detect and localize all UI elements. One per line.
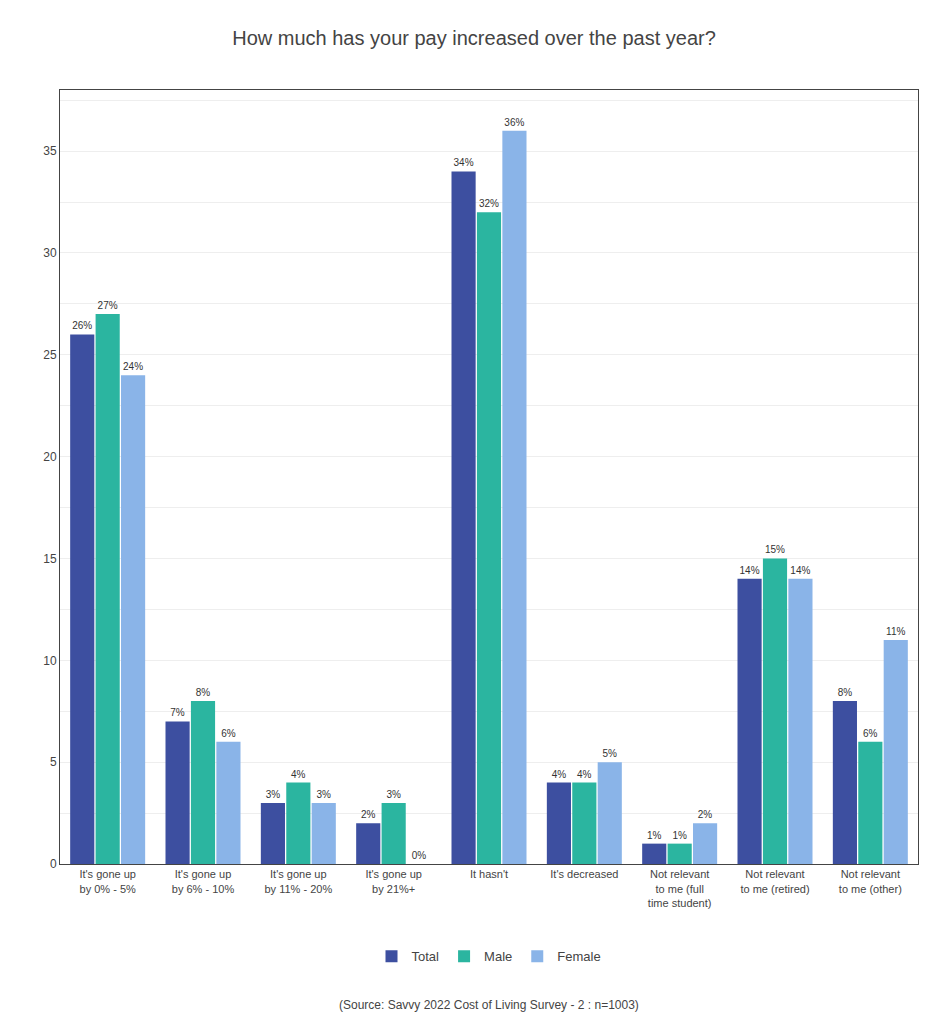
svg-text:2%: 2% [698, 809, 713, 820]
svg-text:It hasn't: It hasn't [470, 868, 508, 880]
svg-text:1%: 1% [672, 830, 687, 841]
svg-text:30: 30 [43, 246, 57, 260]
svg-text:34%: 34% [454, 157, 474, 168]
svg-text:It's gone upby 21%+: It's gone upby 21%+ [365, 868, 422, 894]
svg-text:It's gone upby 0% - 5%: It's gone upby 0% - 5% [79, 868, 136, 894]
svg-text:Male: Male [484, 949, 512, 964]
svg-text:25: 25 [43, 348, 57, 362]
svg-text:6%: 6% [221, 728, 236, 739]
svg-text:4%: 4% [291, 769, 306, 780]
svg-text:36%: 36% [504, 117, 524, 128]
svg-text:Not relevantto me (other): Not relevantto me (other) [839, 868, 902, 894]
svg-text:It's gone upby 6% - 10%: It's gone upby 6% - 10% [172, 868, 235, 894]
svg-text:8%: 8% [838, 687, 853, 698]
svg-text:14%: 14% [740, 565, 760, 576]
svg-text:24%: 24% [123, 361, 143, 372]
svg-text:Total: Total [412, 949, 440, 964]
svg-text:6%: 6% [863, 728, 878, 739]
svg-text:0%: 0% [412, 850, 427, 861]
svg-text:8%: 8% [196, 687, 211, 698]
svg-text:5%: 5% [602, 748, 617, 759]
svg-text:27%: 27% [98, 300, 118, 311]
svg-text:It's gone upby 11% - 20%: It's gone upby 11% - 20% [264, 868, 332, 894]
svg-text:It's decreased: It's decreased [550, 868, 618, 880]
svg-text:5: 5 [50, 755, 57, 769]
svg-text:14%: 14% [790, 565, 810, 576]
svg-text:Not relevantto me (fulltime st: Not relevantto me (fulltime student) [648, 868, 712, 909]
svg-text:7%: 7% [170, 707, 185, 718]
svg-text:3%: 3% [386, 789, 401, 800]
svg-text:10: 10 [43, 654, 57, 668]
svg-text:1%: 1% [647, 830, 662, 841]
svg-text:20: 20 [43, 450, 57, 464]
svg-text:4%: 4% [552, 769, 567, 780]
svg-text:3%: 3% [316, 789, 331, 800]
svg-text:(Source: Savvy 2022 Cost of Li: (Source: Savvy 2022 Cost of Living Surve… [339, 998, 639, 1012]
svg-text:11%: 11% [886, 626, 905, 637]
svg-text:Female: Female [557, 949, 600, 964]
svg-text:4%: 4% [577, 769, 592, 780]
svg-text:15%: 15% [765, 544, 785, 555]
svg-text:Not relevantto me (retired): Not relevantto me (retired) [740, 868, 809, 894]
svg-text:32%: 32% [479, 198, 499, 209]
svg-text:2%: 2% [361, 809, 376, 820]
svg-text:How much has your pay increase: How much has your pay increased over the… [232, 27, 716, 49]
svg-text:0: 0 [50, 857, 57, 871]
svg-text:35: 35 [43, 144, 57, 158]
svg-text:26%: 26% [72, 320, 92, 331]
svg-text:3%: 3% [266, 789, 281, 800]
svg-text:15: 15 [43, 552, 57, 566]
